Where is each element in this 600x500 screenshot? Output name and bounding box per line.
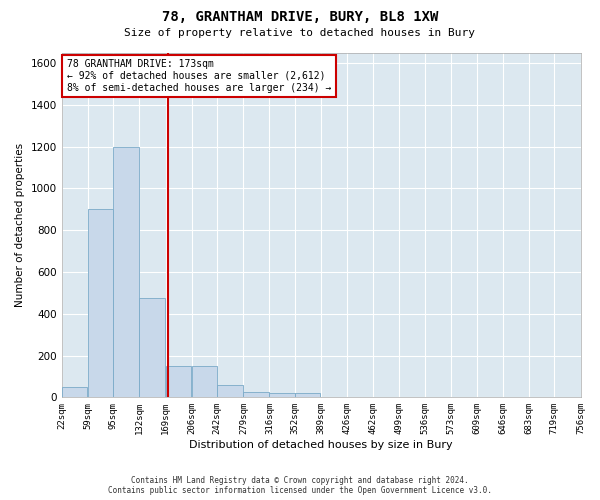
Y-axis label: Number of detached properties: Number of detached properties: [15, 143, 25, 307]
Bar: [62, 387, 87, 398]
Bar: [217, 385, 242, 398]
Bar: [113, 146, 139, 398]
Bar: [244, 392, 269, 398]
Bar: [269, 393, 295, 398]
Bar: [166, 366, 191, 398]
Text: 78 GRANTHAM DRIVE: 173sqm
← 92% of detached houses are smaller (2,612)
8% of sem: 78 GRANTHAM DRIVE: 173sqm ← 92% of detac…: [67, 60, 331, 92]
Text: Contains HM Land Registry data © Crown copyright and database right 2024.
Contai: Contains HM Land Registry data © Crown c…: [108, 476, 492, 495]
Bar: [192, 366, 217, 398]
Bar: [295, 393, 320, 398]
X-axis label: Distribution of detached houses by size in Bury: Distribution of detached houses by size …: [189, 440, 453, 450]
Bar: [139, 298, 165, 398]
Bar: [88, 209, 113, 398]
Text: 78, GRANTHAM DRIVE, BURY, BL8 1XW: 78, GRANTHAM DRIVE, BURY, BL8 1XW: [162, 10, 438, 24]
Text: Size of property relative to detached houses in Bury: Size of property relative to detached ho…: [125, 28, 476, 38]
